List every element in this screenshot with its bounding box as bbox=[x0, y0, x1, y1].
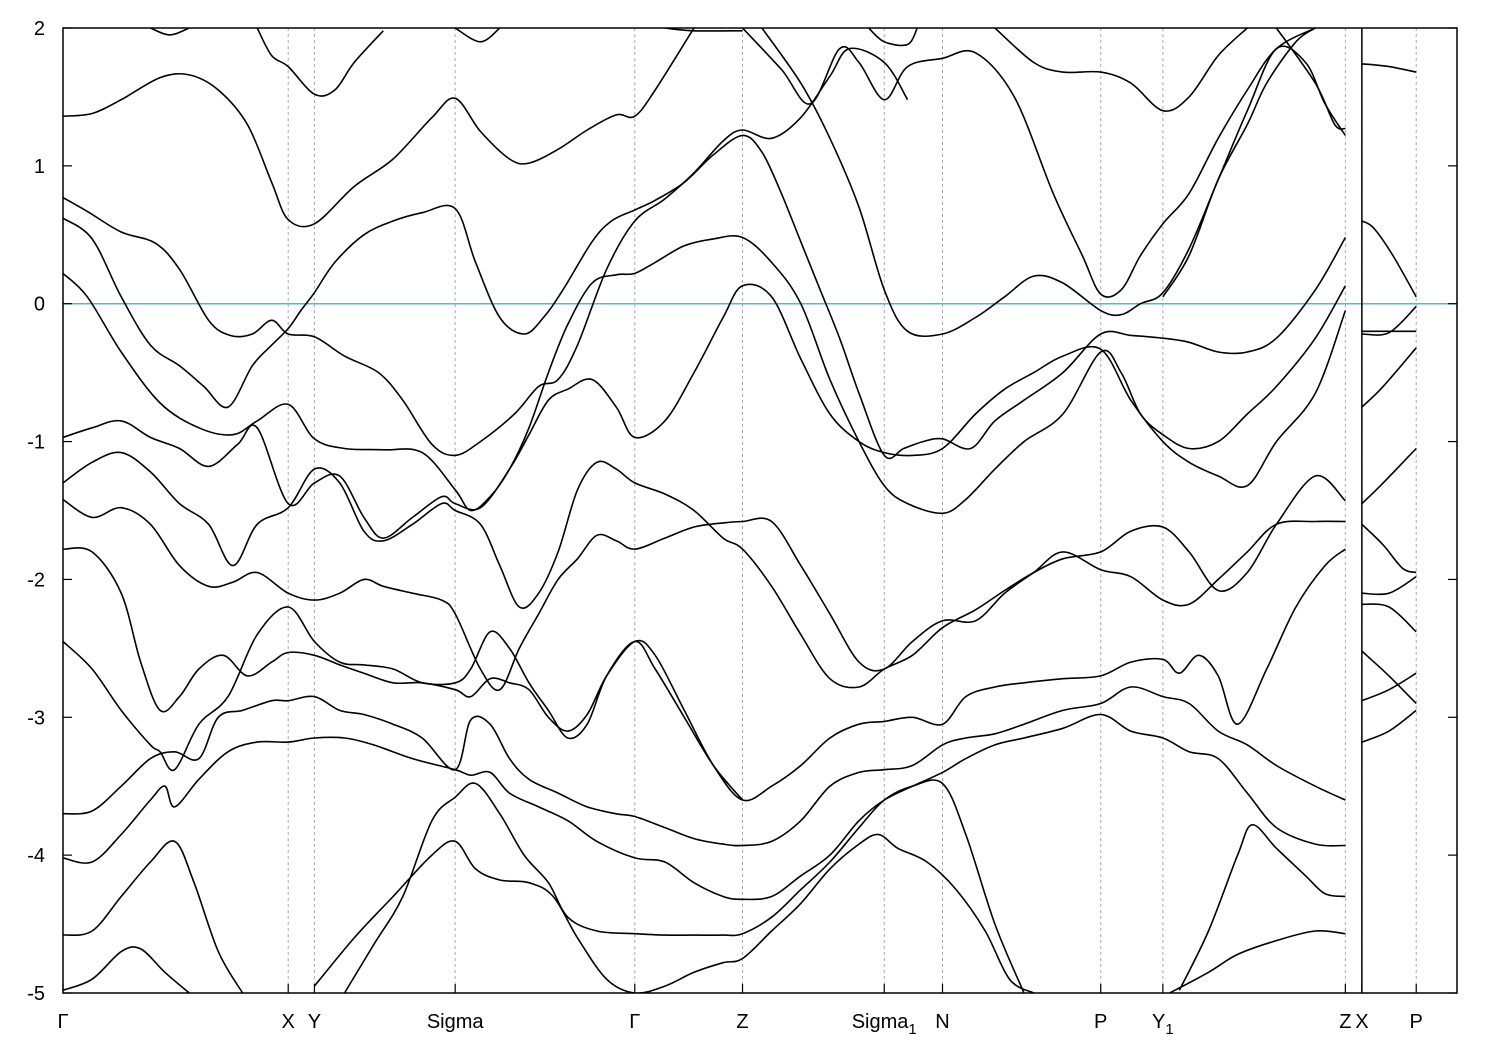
band-line-13 bbox=[313, 833, 1035, 993]
band-line-25 bbox=[454, 28, 501, 43]
x-tick-label-main-5: Z bbox=[736, 1011, 748, 1033]
band-line-5 bbox=[63, 451, 1346, 689]
band-line-12 bbox=[63, 946, 190, 993]
x-tick-label-main-8: P bbox=[1094, 1011, 1107, 1033]
band-line-14 bbox=[343, 779, 1025, 993]
x-tick-label-main-11: X bbox=[1355, 1011, 1368, 1033]
x-tick-label-6: Sigma1 bbox=[852, 1011, 917, 1038]
y-tick-label-7: -5 bbox=[27, 983, 45, 1005]
kpoint-gridlines bbox=[287, 28, 1417, 993]
y-tick-label-5: -3 bbox=[27, 707, 45, 729]
y-tick-label-1: 1 bbox=[34, 156, 45, 178]
x-tick-label-main-9: Y bbox=[1152, 1011, 1165, 1033]
x-tick-label-main-2: Y bbox=[308, 1011, 321, 1033]
x-tick-label-main-7: N bbox=[935, 1011, 949, 1033]
x-tick-label-11: X bbox=[1355, 1011, 1368, 1033]
x-axis: Γ X Y Sigma Γ Z Sigma1 N P Y1 Z X P bbox=[57, 984, 1423, 1038]
band-line-28 bbox=[1361, 220, 1417, 298]
x-tick-label-8: P bbox=[1094, 1011, 1107, 1033]
y-tick-label-3: -1 bbox=[27, 432, 45, 454]
band-line-19 bbox=[761, 28, 1347, 338]
y-tick-label-0: 2 bbox=[34, 18, 45, 40]
band-line-16 bbox=[1178, 824, 1346, 991]
band-line-4 bbox=[63, 283, 1347, 539]
x-tick-label-5: Z bbox=[736, 1011, 748, 1033]
y-tick-label-2: 0 bbox=[34, 294, 45, 316]
band-line-18 bbox=[741, 28, 1316, 298]
band-line-0 bbox=[63, 28, 695, 228]
band-line-21 bbox=[994, 28, 1248, 112]
band-line-30 bbox=[1361, 305, 1417, 336]
x-tick-label-12: P bbox=[1410, 1011, 1423, 1033]
band-line-3 bbox=[63, 235, 1347, 515]
x-tick-label-main-6: Sigma bbox=[852, 1011, 910, 1033]
y-tick-label-4: -2 bbox=[27, 569, 45, 591]
band-line-27 bbox=[1361, 63, 1417, 73]
x-tick-label-7: N bbox=[935, 1011, 949, 1033]
band-line-24 bbox=[256, 28, 384, 97]
plot-frame bbox=[62, 27, 1458, 994]
x-tick-label-main-12: P bbox=[1410, 1011, 1423, 1033]
band-line-11 bbox=[63, 840, 244, 993]
x-tick-label-4: Γ bbox=[629, 1011, 640, 1033]
x-tick-label-1: X bbox=[282, 1011, 295, 1033]
band-line-7 bbox=[63, 547, 1346, 802]
band-line-20 bbox=[1162, 28, 1316, 298]
y-axis: 2 1 0 -1 -2 -3 -4 -5 bbox=[27, 18, 1457, 1005]
band-lines bbox=[63, 28, 1417, 993]
band-line-31 bbox=[1361, 347, 1417, 408]
x-tick-label-0: Γ bbox=[57, 1011, 68, 1033]
band-line-26 bbox=[868, 28, 919, 47]
band-line-35 bbox=[1361, 603, 1417, 633]
band-line-2 bbox=[63, 134, 1347, 460]
band-line-10 bbox=[63, 713, 1346, 901]
band-line-34 bbox=[1361, 576, 1417, 596]
x-tick-label-main-3: Sigma bbox=[427, 1011, 485, 1033]
band-line-15 bbox=[1169, 929, 1346, 993]
band-line-32 bbox=[1361, 447, 1417, 505]
x-tick-label-main-1: X bbox=[282, 1011, 295, 1033]
band-line-23 bbox=[150, 28, 190, 36]
band-line-38 bbox=[1361, 709, 1417, 743]
x-tick-label-sub-6: 1 bbox=[908, 1021, 916, 1038]
x-tick-label-10: Z bbox=[1339, 1011, 1351, 1033]
x-tick-label-main-4: Γ bbox=[629, 1011, 640, 1033]
y-tick-label-6: -4 bbox=[27, 845, 45, 867]
band-line-36 bbox=[1361, 650, 1417, 705]
x-tick-label-9: Y1 bbox=[1152, 1011, 1174, 1038]
x-tick-label-main-10: Z bbox=[1339, 1011, 1351, 1033]
band-line-22 bbox=[1275, 28, 1346, 130]
band-line-37 bbox=[1361, 672, 1417, 702]
band-line-33 bbox=[1361, 523, 1417, 574]
band-line-6 bbox=[63, 498, 1346, 692]
band-line-1 bbox=[63, 47, 909, 457]
band-line-9 bbox=[63, 686, 1346, 847]
x-tick-label-2: Y bbox=[308, 1011, 321, 1033]
band-line-8 bbox=[63, 606, 744, 801]
x-tick-label-3: Sigma bbox=[427, 1011, 485, 1033]
x-tick-label-main-0: Γ bbox=[57, 1011, 68, 1033]
x-tick-label-sub-9: 1 bbox=[1165, 1021, 1173, 1038]
